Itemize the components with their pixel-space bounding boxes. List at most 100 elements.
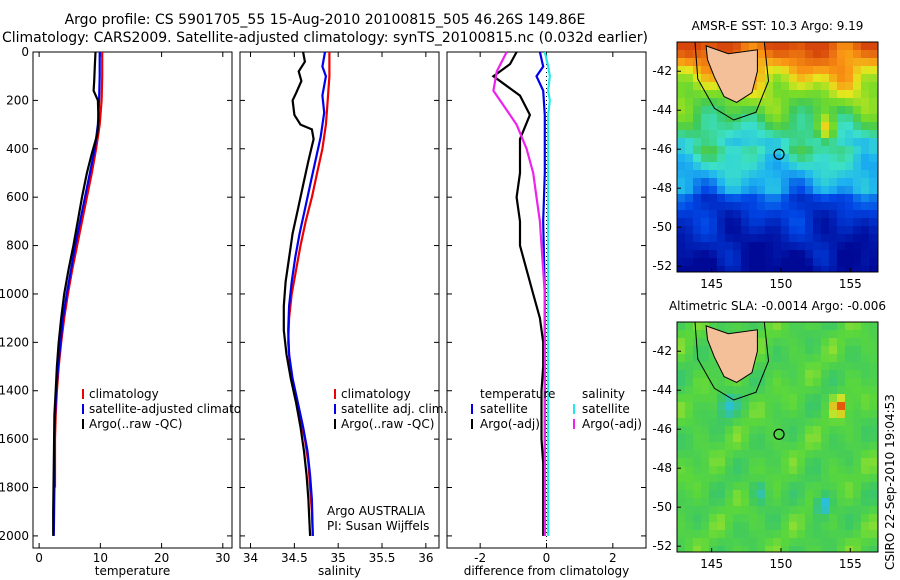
map-cell bbox=[685, 234, 694, 243]
map-cell bbox=[765, 426, 774, 435]
map-cell bbox=[821, 194, 830, 203]
map-cell bbox=[805, 58, 814, 67]
map-cell bbox=[733, 122, 742, 131]
legend-label: climatology bbox=[89, 387, 159, 401]
map-cell bbox=[701, 370, 710, 379]
map-cell bbox=[869, 490, 878, 499]
map-cell bbox=[677, 266, 686, 272]
map-cell bbox=[821, 74, 830, 83]
series-line bbox=[491, 51, 545, 536]
map-cell bbox=[677, 338, 686, 347]
map-cell bbox=[789, 378, 798, 387]
map-cell bbox=[701, 178, 710, 187]
map-cell bbox=[733, 530, 742, 539]
map-cell bbox=[725, 482, 734, 491]
map-cell bbox=[677, 482, 686, 491]
map-cell bbox=[797, 138, 806, 147]
map-cell bbox=[797, 162, 806, 171]
map-cell bbox=[717, 258, 726, 267]
map-cell bbox=[853, 90, 862, 99]
map-cell bbox=[765, 146, 774, 155]
map-cell bbox=[797, 490, 806, 499]
map-cell bbox=[829, 250, 838, 259]
map-cell bbox=[741, 154, 750, 163]
map-cell bbox=[701, 170, 710, 179]
map-cell bbox=[813, 498, 822, 507]
x-tick-label: 35.5 bbox=[369, 551, 396, 565]
map-cell bbox=[845, 450, 854, 459]
map-cell bbox=[861, 402, 870, 411]
map-cell bbox=[733, 234, 742, 243]
map-cell bbox=[709, 354, 718, 363]
map-cell bbox=[749, 234, 758, 243]
map-cell bbox=[789, 154, 798, 163]
map-cell bbox=[853, 354, 862, 363]
map-cell bbox=[853, 418, 862, 427]
map-cell bbox=[677, 442, 686, 451]
map-cell bbox=[813, 242, 822, 251]
map-cell bbox=[813, 106, 822, 115]
map-cell bbox=[789, 482, 798, 491]
map-cell bbox=[853, 138, 862, 147]
map-cell bbox=[869, 258, 878, 267]
map-cell bbox=[701, 210, 710, 219]
map-cell bbox=[821, 162, 830, 171]
map-cell bbox=[709, 170, 718, 179]
map-cell bbox=[821, 506, 830, 515]
map-cell bbox=[677, 418, 686, 427]
series-line bbox=[52, 51, 100, 536]
map-cell bbox=[829, 66, 838, 75]
map-cell bbox=[789, 490, 798, 499]
map-cell bbox=[709, 98, 718, 107]
map-cell bbox=[805, 538, 814, 547]
map-cell bbox=[741, 402, 750, 411]
legend-label: Argo(..raw -QC) bbox=[341, 417, 434, 431]
y-tick-label: 1000 bbox=[0, 287, 29, 301]
map-cell bbox=[781, 362, 790, 371]
map-cell bbox=[685, 202, 694, 211]
map-cell bbox=[805, 514, 814, 523]
map-cell bbox=[685, 66, 694, 75]
map-cell bbox=[837, 490, 846, 499]
map-cell bbox=[749, 138, 758, 147]
map-cell bbox=[837, 546, 846, 552]
map-cell bbox=[805, 194, 814, 203]
map-cell bbox=[701, 66, 710, 75]
map-cell bbox=[749, 266, 758, 272]
map-cell bbox=[757, 66, 766, 75]
map-cell bbox=[837, 338, 846, 347]
map-cell bbox=[781, 170, 790, 179]
map-cell bbox=[853, 522, 862, 531]
map-cell bbox=[789, 394, 798, 403]
map-cell bbox=[717, 210, 726, 219]
map-cell bbox=[765, 458, 774, 467]
map-cell bbox=[853, 250, 862, 259]
map-cell bbox=[845, 266, 854, 272]
map-cell bbox=[869, 338, 878, 347]
map-cell bbox=[805, 506, 814, 515]
map-cell bbox=[717, 242, 726, 251]
map-cell bbox=[757, 170, 766, 179]
map-cell bbox=[781, 194, 790, 203]
map-cell bbox=[789, 106, 798, 115]
map-cell bbox=[757, 482, 766, 491]
map-cell bbox=[757, 42, 766, 51]
map-cell bbox=[749, 474, 758, 483]
map-cell bbox=[829, 258, 838, 267]
map-cell bbox=[717, 154, 726, 163]
map-cell bbox=[853, 506, 862, 515]
map-cell bbox=[829, 434, 838, 443]
map-cell bbox=[733, 106, 742, 115]
map-cell bbox=[677, 506, 686, 515]
map-cell bbox=[757, 370, 766, 379]
map-cell bbox=[701, 514, 710, 523]
map-cell bbox=[829, 122, 838, 131]
map-cell bbox=[765, 370, 774, 379]
map-cell bbox=[693, 202, 702, 211]
map-cell bbox=[693, 42, 702, 51]
map-cell bbox=[685, 122, 694, 131]
map-cell bbox=[869, 522, 878, 531]
map-cell bbox=[717, 490, 726, 499]
map-cell bbox=[733, 402, 742, 411]
map-cell bbox=[837, 450, 846, 459]
